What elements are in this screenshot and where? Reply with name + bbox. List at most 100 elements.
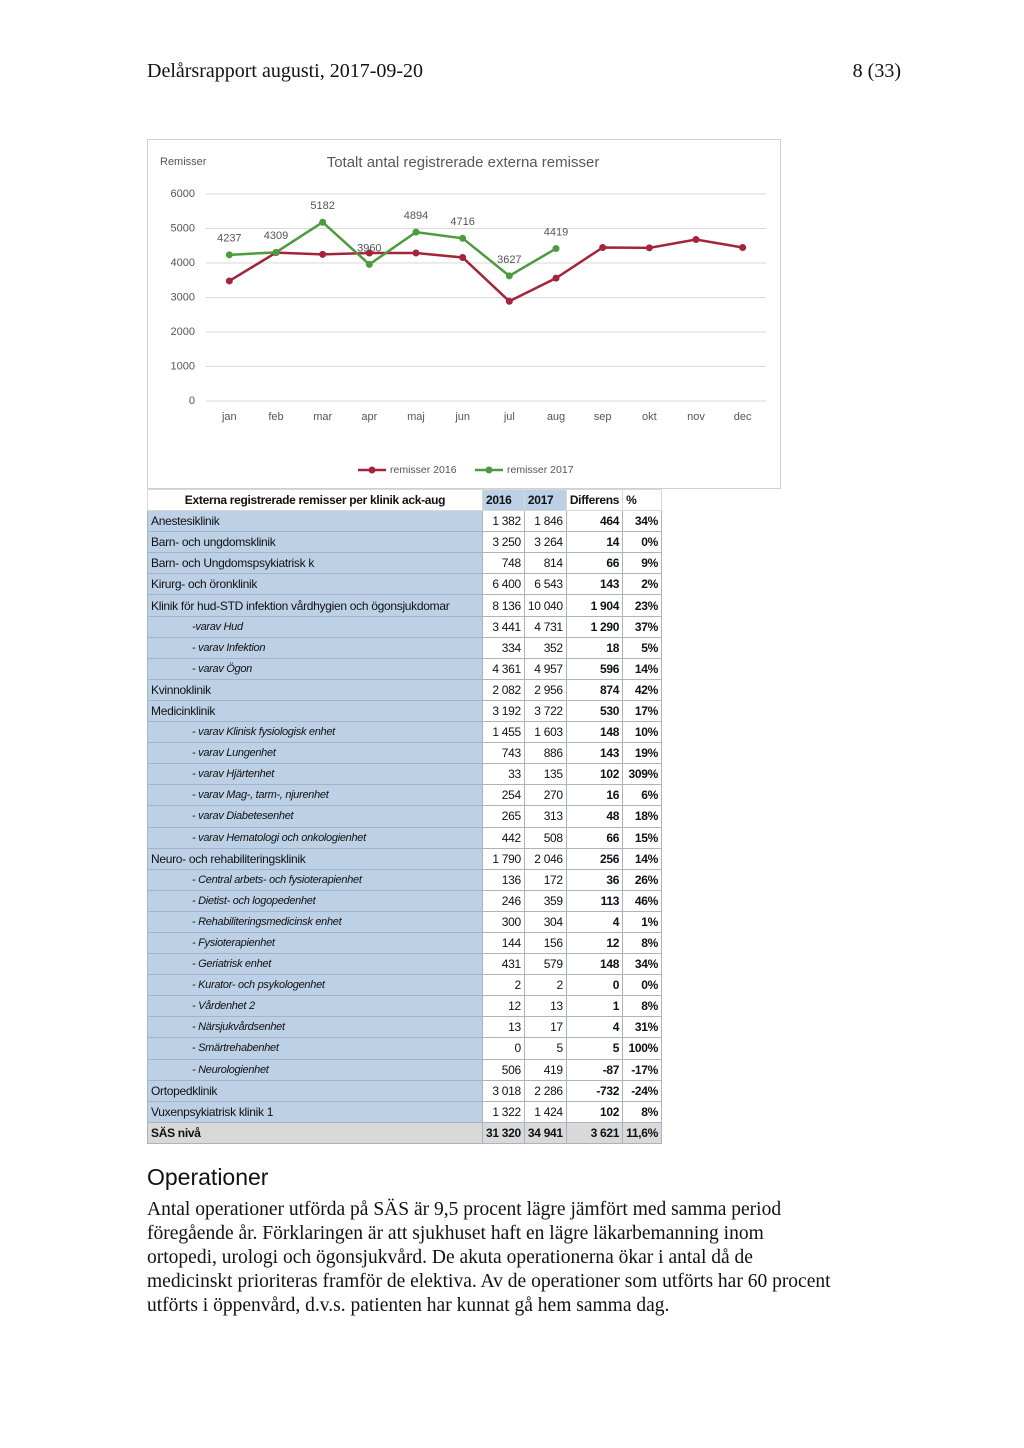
cell: 19% xyxy=(622,742,663,765)
cell: 136 xyxy=(482,868,525,891)
cell: 874 xyxy=(565,678,624,701)
data-label: 4419 xyxy=(544,226,568,238)
cell: 0 xyxy=(565,974,624,997)
cell: 66 xyxy=(565,552,624,575)
cell: 508 xyxy=(523,826,567,849)
header-cell: % xyxy=(622,488,663,512)
cell: 18% xyxy=(622,805,663,828)
cell: 36 xyxy=(565,868,624,891)
row-label: Neuro- och rehabiliteringsklinik xyxy=(147,847,483,870)
cell: 270 xyxy=(523,784,567,807)
cell: 14% xyxy=(622,847,663,870)
data-point xyxy=(459,253,467,261)
cell: 14% xyxy=(622,657,663,680)
cell: 431 xyxy=(482,953,525,976)
cell: 3 441 xyxy=(482,615,525,638)
row-label: -varav Hud xyxy=(147,615,483,638)
y-tick-label: 0 xyxy=(189,395,195,407)
x-tick-label: jul xyxy=(503,411,515,423)
x-tick-label: mar xyxy=(313,411,332,423)
cell: 254 xyxy=(482,784,525,807)
cell: 6 400 xyxy=(482,573,525,596)
cell: 37% xyxy=(622,615,663,638)
row-label: Anestesiklinik xyxy=(147,510,483,533)
cell: 5% xyxy=(622,636,663,659)
cell: -24% xyxy=(622,1079,663,1102)
cell: 66 xyxy=(565,826,624,849)
row-label: - varav Diabetesenhet xyxy=(147,805,483,828)
cell: 16 xyxy=(565,784,624,807)
y-tick-label: 6000 xyxy=(171,188,195,200)
cell: 13 xyxy=(523,995,567,1018)
cell: 596 xyxy=(565,657,624,680)
table-row: SÄS nivå 31 320 34 941 3 621 11,6% xyxy=(147,1121,663,1144)
cell: 1% xyxy=(622,910,663,933)
cell: 1 290 xyxy=(565,615,624,638)
cell: 33 xyxy=(482,763,525,786)
cell: 14 xyxy=(565,531,624,554)
data-point xyxy=(645,244,653,252)
cell: 31 320 xyxy=(482,1121,525,1144)
data-label: 4309 xyxy=(264,230,288,242)
row-label: - Kurator- och psykologenhet xyxy=(147,974,483,997)
cell: 100% xyxy=(622,1037,663,1060)
cell: 3 192 xyxy=(482,699,525,723)
cell: 3 722 xyxy=(523,699,567,723)
cell: 148 xyxy=(565,953,624,976)
table-row: Barn- och Ungdomspsykiatrisk k 748 814 66 9% xyxy=(147,552,663,575)
data-point xyxy=(412,228,420,236)
x-tick-label: dec xyxy=(734,411,752,423)
table-row: - varav Hematologi och onkologienhet 442 5… xyxy=(147,826,663,849)
row-label: - Rehabiliteringsmedicinsk enhet xyxy=(147,910,483,933)
cell: 6 543 xyxy=(523,573,567,596)
cell: 9% xyxy=(622,552,663,575)
row-label: Ortopedklinik xyxy=(147,1079,483,1102)
cell: 300 xyxy=(482,910,525,933)
header-cell: 2017 xyxy=(523,488,567,512)
cell: 2 956 xyxy=(523,678,567,701)
cell: 8% xyxy=(622,1100,663,1123)
cell: 143 xyxy=(565,573,624,596)
row-label: - varav Ögon xyxy=(147,657,483,680)
cell: 359 xyxy=(523,889,567,912)
table-row: Klinik för hud-STD infektion vårdhygien … xyxy=(147,594,663,617)
row-label: - varav Mag-, tarm-, njurenhet xyxy=(147,784,483,807)
table-row: - varav Lungenhet 743 886 143 19% xyxy=(147,742,663,765)
cell: 4 xyxy=(565,1016,624,1039)
cell: 3 018 xyxy=(482,1079,525,1102)
cell: 3 264 xyxy=(523,531,567,554)
cell: -87 xyxy=(565,1058,624,1081)
cell: 0% xyxy=(622,974,663,997)
data-point xyxy=(739,243,747,251)
cell: 0 xyxy=(482,1037,525,1060)
cell: 748 xyxy=(482,552,525,575)
legend-label: remisser 2016 xyxy=(390,464,457,476)
table-row: - varav Hjärtenhet 33 135 102 309% xyxy=(147,763,663,786)
cell: 2 082 xyxy=(482,678,525,701)
table-row: Anestesiklinik 1 382 1 846 464 34% xyxy=(147,510,663,533)
row-label: - varav Hematologi och onkologienhet xyxy=(147,826,483,849)
table-row: Kirurg- och öronklinik 6 400 6 543 143 2% xyxy=(147,573,663,596)
cell: 1 382 xyxy=(482,510,525,533)
cell: 1 846 xyxy=(523,510,567,533)
cell: 46% xyxy=(622,889,663,912)
cell: -732 xyxy=(565,1079,624,1102)
cell: 144 xyxy=(482,931,525,955)
table-row: Ortopedklinik 3 018 2 286 -732 -24% xyxy=(147,1079,663,1102)
cell: 12 xyxy=(482,995,525,1018)
header-title: Delårsrapport augusti, 2017-09-20 xyxy=(147,60,424,82)
data-point xyxy=(319,250,327,258)
cell: 2 xyxy=(482,974,525,997)
cell: 102 xyxy=(565,763,624,786)
cell: 1 455 xyxy=(482,721,525,744)
x-tick-label: aug xyxy=(547,411,565,423)
legend-label: remisser 2017 xyxy=(507,464,574,476)
row-label: - Geriatrisk enhet xyxy=(147,953,483,976)
data-point xyxy=(505,272,513,280)
cell: 10 040 xyxy=(523,594,567,617)
row-label: - Närsjukvårdsenhet xyxy=(147,1016,483,1039)
row-label: - Neurologienhet xyxy=(147,1058,483,1081)
x-tick-label: okt xyxy=(642,411,657,423)
cell: 5 xyxy=(565,1037,624,1060)
